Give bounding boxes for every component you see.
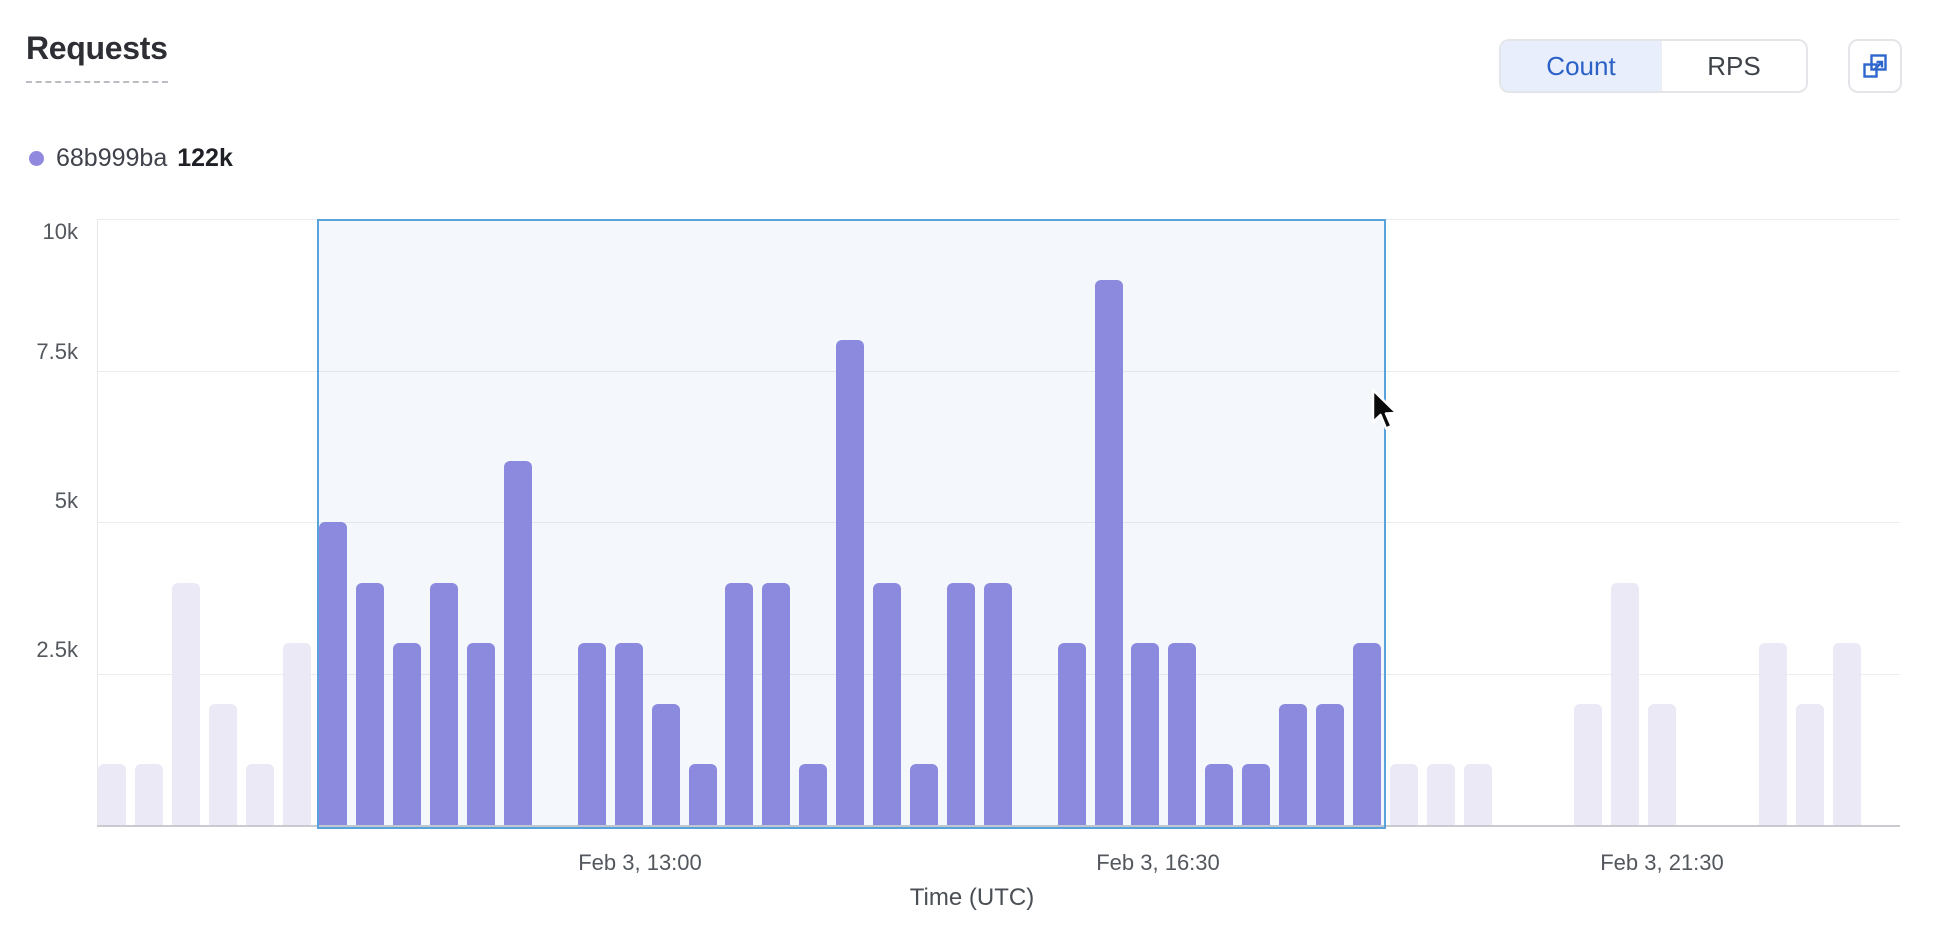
series-dot-icon bbox=[29, 151, 44, 166]
bar-selected[interactable] bbox=[1352, 643, 1381, 825]
expand-chart-button[interactable] bbox=[1848, 39, 1902, 93]
bar-selected[interactable] bbox=[799, 764, 828, 825]
bar-ghost[interactable] bbox=[1832, 643, 1861, 825]
gridline bbox=[97, 370, 1900, 372]
bar-selected[interactable] bbox=[577, 643, 606, 825]
toggle-rps-button[interactable]: RPS bbox=[1661, 41, 1806, 91]
chart-legend: 68b999ba 122k bbox=[29, 144, 233, 173]
bar-selected[interactable] bbox=[1168, 643, 1197, 825]
bar-selected[interactable] bbox=[467, 643, 496, 825]
y-axis-line bbox=[97, 219, 98, 825]
bar-selected[interactable] bbox=[1279, 703, 1308, 825]
bar-selected[interactable] bbox=[504, 461, 532, 825]
bar-selected[interactable] bbox=[430, 582, 459, 825]
bar-selected[interactable] bbox=[946, 582, 975, 825]
bar-selected[interactable] bbox=[651, 703, 680, 825]
gridline bbox=[97, 522, 1900, 523]
bar-selected[interactable] bbox=[393, 643, 422, 825]
series-id: 68b999ba bbox=[56, 144, 168, 172]
bar-selected[interactable] bbox=[762, 582, 791, 825]
page-title: Requests bbox=[26, 30, 168, 83]
bar-ghost[interactable] bbox=[208, 703, 237, 825]
x-axis-line bbox=[97, 825, 1900, 827]
y-axis-tick-label: 7.5k bbox=[36, 339, 78, 364]
bar-ghost[interactable] bbox=[245, 764, 274, 825]
bar-selected[interactable] bbox=[1131, 643, 1160, 825]
bar-ghost[interactable] bbox=[1758, 643, 1787, 825]
bar-selected[interactable] bbox=[910, 764, 939, 825]
bar-selected[interactable] bbox=[725, 582, 754, 825]
x-axis-tick-label: Feb 3, 21:30 bbox=[1600, 850, 1724, 875]
bar-selected[interactable] bbox=[1242, 764, 1271, 825]
count-rps-toggle: Count RPS bbox=[1499, 39, 1808, 93]
bar-selected[interactable] bbox=[873, 582, 902, 825]
bar-ghost[interactable] bbox=[1463, 764, 1492, 825]
x-axis-tick-label: Feb 3, 16:30 bbox=[1096, 850, 1220, 875]
bar-ghost[interactable] bbox=[1389, 764, 1418, 825]
x-axis-title: Time (UTC) bbox=[909, 884, 1035, 911]
bar-ghost[interactable] bbox=[1795, 703, 1824, 825]
y-axis-tick-label: 10k bbox=[42, 219, 78, 244]
bar-selected[interactable] bbox=[1057, 643, 1086, 825]
bar-selected[interactable] bbox=[1316, 703, 1345, 825]
bar-ghost[interactable] bbox=[1426, 764, 1455, 825]
bar-selected[interactable] bbox=[319, 522, 348, 825]
x-axis-tick-label: Feb 3, 13:00 bbox=[578, 850, 702, 875]
toggle-count-button[interactable]: Count bbox=[1501, 41, 1661, 91]
bar-ghost[interactable] bbox=[1611, 582, 1640, 825]
y-axis-tick-label: 5k bbox=[54, 488, 78, 513]
bar-selected[interactable] bbox=[356, 582, 385, 825]
bar-ghost[interactable] bbox=[1574, 703, 1603, 825]
bar-ghost[interactable] bbox=[1648, 703, 1677, 825]
bar-ghost[interactable] bbox=[282, 643, 311, 825]
bar-selected[interactable] bbox=[1205, 764, 1234, 825]
bar-selected[interactable] bbox=[688, 764, 717, 825]
bar-ghost[interactable] bbox=[98, 764, 126, 825]
series-total: 122k bbox=[177, 144, 233, 172]
bar-selected[interactable] bbox=[836, 340, 865, 825]
bar-ghost[interactable] bbox=[134, 764, 163, 825]
bar-selected[interactable] bbox=[614, 643, 643, 825]
bar-ghost[interactable] bbox=[171, 582, 200, 825]
bar-selected[interactable] bbox=[1094, 279, 1123, 825]
zoom-selection-region[interactable] bbox=[317, 219, 1386, 829]
bar-selected[interactable] bbox=[983, 582, 1012, 825]
expand-icon bbox=[1861, 52, 1889, 80]
y-axis-tick-label: 2.5k bbox=[36, 637, 78, 662]
